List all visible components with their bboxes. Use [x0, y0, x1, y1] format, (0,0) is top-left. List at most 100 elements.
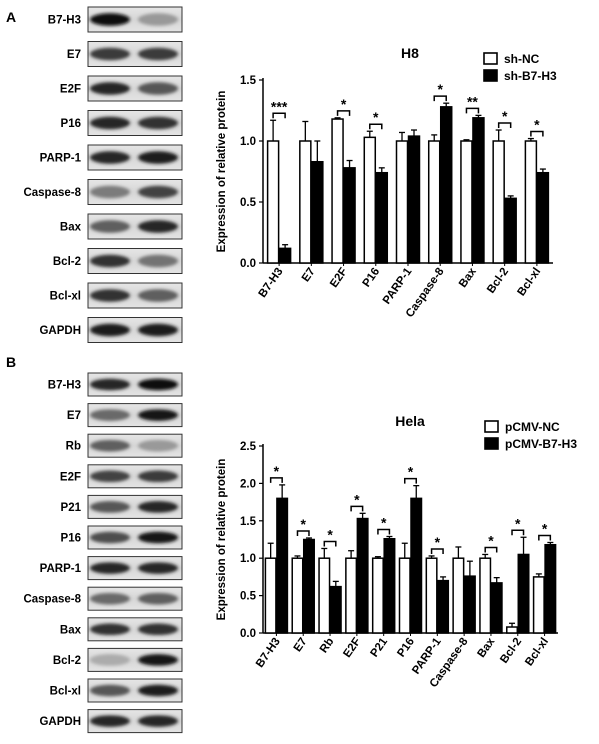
blot-band — [90, 116, 130, 130]
significance-bracket — [323, 540, 337, 547]
panel-a-letter: A — [6, 9, 16, 25]
y-tick-label: 0.0 — [240, 628, 256, 640]
x-tick-label: P16 — [395, 636, 417, 660]
bar-control — [460, 140, 473, 264]
bar-control — [291, 557, 304, 634]
bar-treated — [356, 517, 369, 634]
blot-strip — [87, 556, 183, 581]
y-tick-label: 0.5 — [240, 591, 257, 603]
bar-control — [266, 140, 280, 264]
blot-band — [90, 501, 130, 513]
blot-label: B7-H3 — [48, 15, 81, 27]
significance-marker: * — [435, 534, 441, 550]
blot-band — [90, 185, 130, 199]
blot-band — [138, 151, 178, 164]
bar-chart-h8: H8 Expression of relative protein 0.0 0.5 1.… — [216, 45, 557, 320]
blot-band — [138, 470, 178, 483]
bar-control — [395, 140, 409, 264]
blot-label: Rb — [66, 441, 81, 453]
significance-bracket — [269, 477, 283, 483]
x-tick-label: B7-H3 — [257, 266, 286, 300]
significance-bracket — [377, 528, 391, 535]
blot-band — [138, 654, 178, 666]
significance-marker: * — [515, 515, 521, 531]
blot-band — [90, 715, 130, 727]
significance-marker: * — [437, 81, 443, 97]
y-axis-label: Expression of relative protein — [216, 91, 228, 253]
significance-marker: ** — [467, 93, 478, 109]
blot-label: PARP-1 — [40, 153, 82, 165]
y-tick-label: 1.5 — [240, 516, 257, 528]
bar-treated — [544, 543, 557, 634]
blot-label: GAPDH — [39, 325, 81, 337]
bar-control — [331, 118, 344, 264]
bar-control — [506, 626, 519, 634]
blot-label: Bcl-xl — [50, 686, 81, 698]
bar-treated — [439, 106, 453, 264]
blot-band — [90, 684, 130, 697]
bar-control — [264, 557, 277, 634]
significance-marker: * — [341, 96, 347, 112]
blot-strip — [87, 403, 183, 428]
bar-control — [427, 140, 441, 264]
x-tick-label: Bcl-xl — [516, 266, 544, 299]
legend-swatch — [484, 437, 499, 450]
bar-control — [532, 576, 545, 634]
significance-bracket — [538, 534, 552, 541]
chart-title: Hela — [395, 413, 425, 429]
blot-band — [138, 592, 178, 605]
bar-treated — [536, 171, 550, 264]
blot-label: Bax — [60, 222, 82, 234]
blot-band — [90, 592, 130, 605]
x-tick-label: PARP-1 — [381, 265, 415, 306]
bar-control — [425, 557, 438, 634]
blot-strip — [87, 586, 183, 611]
bar-treated — [472, 117, 485, 264]
panel-b-letter: B — [6, 354, 16, 370]
blot-band — [90, 562, 130, 574]
bar-treated — [463, 575, 476, 634]
blot-band — [90, 439, 130, 452]
y-tick-label: 0.0 — [240, 258, 256, 270]
x-tick-label: Rb — [318, 636, 337, 655]
blot-band — [90, 82, 130, 95]
western-blots-panel-b: B7-H3 E7 Rb E2F P21 P16 PARP-1 Caspase-8 Bax Bcl-… — [23, 372, 183, 734]
blot-label: B7-H3 — [48, 380, 81, 392]
blot-band — [138, 501, 178, 513]
bar-control — [371, 557, 384, 634]
bar-chart-hela: Hela Expression of relative protein 0.0 0.5… — [216, 413, 577, 690]
x-tick-label: E7 — [292, 636, 310, 654]
significance-bracket — [336, 110, 351, 116]
blot-label: Bcl-xl — [50, 291, 81, 303]
blot-band — [90, 378, 130, 391]
x-tick-label: P21 — [369, 635, 391, 659]
blot-band — [138, 13, 178, 26]
significance-marker: * — [488, 532, 494, 548]
blot-band — [90, 47, 130, 61]
blot-label: P16 — [61, 533, 81, 545]
blot-band — [138, 47, 178, 61]
bar-treated — [407, 135, 421, 264]
significance-bracket — [465, 107, 480, 114]
bar-control — [492, 140, 505, 264]
blot-band — [138, 684, 178, 697]
y-tick-label: 1.0 — [240, 553, 256, 565]
bar-control — [318, 557, 331, 634]
y-axis-label: Expression of relative protein — [216, 459, 228, 621]
legend-swatch — [483, 52, 498, 65]
bar-treated — [504, 197, 517, 264]
y-tick-label: 2.0 — [240, 478, 256, 490]
significance-bracket — [497, 122, 512, 129]
x-tick-label: Bcl-2 — [498, 636, 524, 666]
blot-label: Bcl-2 — [53, 256, 81, 268]
x-tick-label: P16 — [361, 266, 383, 290]
blot-band — [138, 623, 178, 636]
significance-marker: * — [542, 520, 548, 536]
bar-treated — [343, 167, 356, 264]
blot-band — [138, 116, 178, 130]
significance-bracket — [433, 95, 447, 102]
bar-treated — [410, 497, 423, 634]
blot-band — [138, 531, 178, 544]
bar-control — [479, 557, 492, 634]
